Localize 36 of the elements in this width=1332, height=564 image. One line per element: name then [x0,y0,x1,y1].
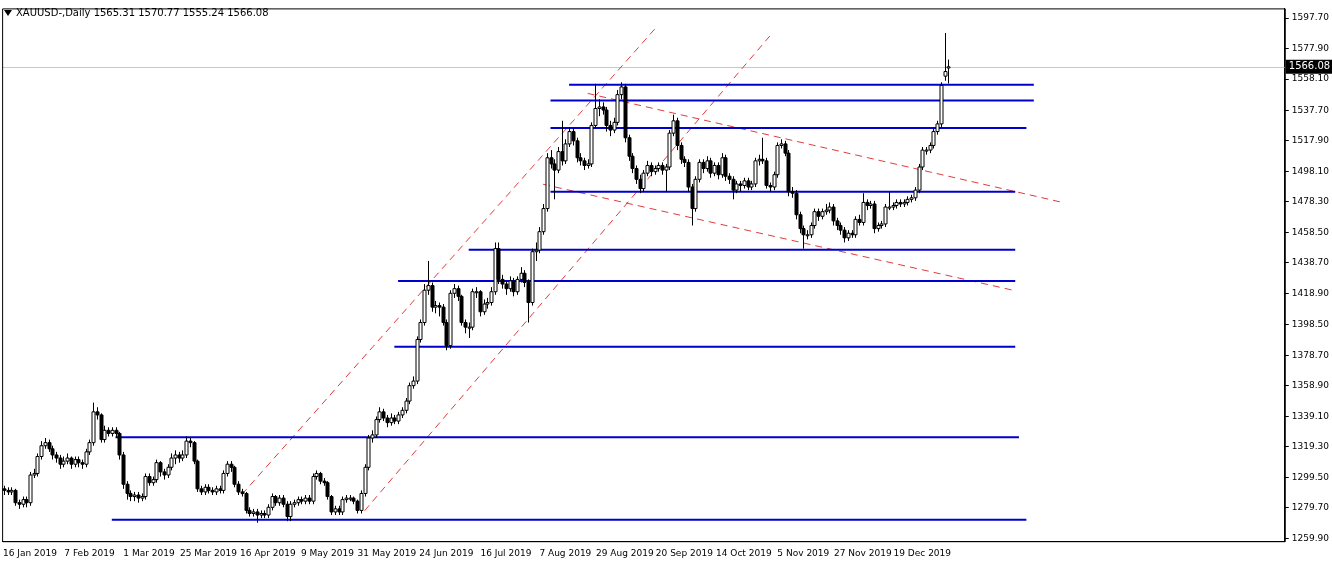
y-tick-label: 1517.90 [1291,135,1330,146]
x-tick-label: 20 Sep 2019 [655,547,714,558]
y-tick-label: 1398.50 [1291,319,1330,330]
y-tick-label: 1319.30 [1291,441,1330,452]
y-tick-label: 1458.50 [1291,226,1330,237]
x-tick-label: 25 Mar 2019 [179,547,238,558]
x-tick-label: 27 Nov 2019 [833,547,892,558]
y-tick-label: 1299.50 [1291,471,1330,482]
x-tick-label: 24 Jun 2019 [419,547,474,558]
x-tick-label: 16 Jan 2019 [3,547,58,558]
y-tick-label: 1537.70 [1291,104,1330,115]
y-tick-label: 1259.90 [1291,532,1330,543]
y-tick-label: 1418.90 [1291,287,1330,298]
x-tick-label: 5 Nov 2019 [777,547,830,558]
x-tick-label: 7 Feb 2019 [64,547,115,558]
y-tick-label: 1279.70 [1291,502,1330,513]
chart-title: XAUUSD-,Daily 1565.31 1570.77 1555.24 1566.08 [16,7,269,18]
x-tick-label: 16 Apr 2019 [240,547,297,558]
x-tick-label: 7 Aug 2019 [539,547,592,558]
x-tick-label: 9 May 2019 [300,547,355,558]
y-tick-label: 1498.10 [1291,165,1330,176]
x-tick-label: 19 Dec 2019 [893,547,952,558]
y-tick-label: 1339.10 [1291,410,1330,421]
x-tick-label: 16 Jul 2019 [480,547,532,558]
y-tick-label: 1378.70 [1291,349,1330,360]
y-tick-label: 1358.90 [1291,380,1330,391]
y-tick-label: 1558.10 [1291,73,1330,84]
x-tick-label: 1 Mar 2019 [123,547,175,558]
x-tick-label: 29 Aug 2019 [596,547,654,558]
x-tick-label: 31 May 2019 [357,547,417,558]
y-tick-label: 1577.90 [1291,42,1330,53]
y-tick-label: 1438.70 [1291,257,1330,268]
y-tick-label: 1597.70 [1291,12,1330,23]
ref-line-label: 1566.08 [1288,60,1331,72]
y-tick-label: 1478.30 [1291,196,1330,207]
x-tick-label: 14 Oct 2019 [716,547,772,558]
